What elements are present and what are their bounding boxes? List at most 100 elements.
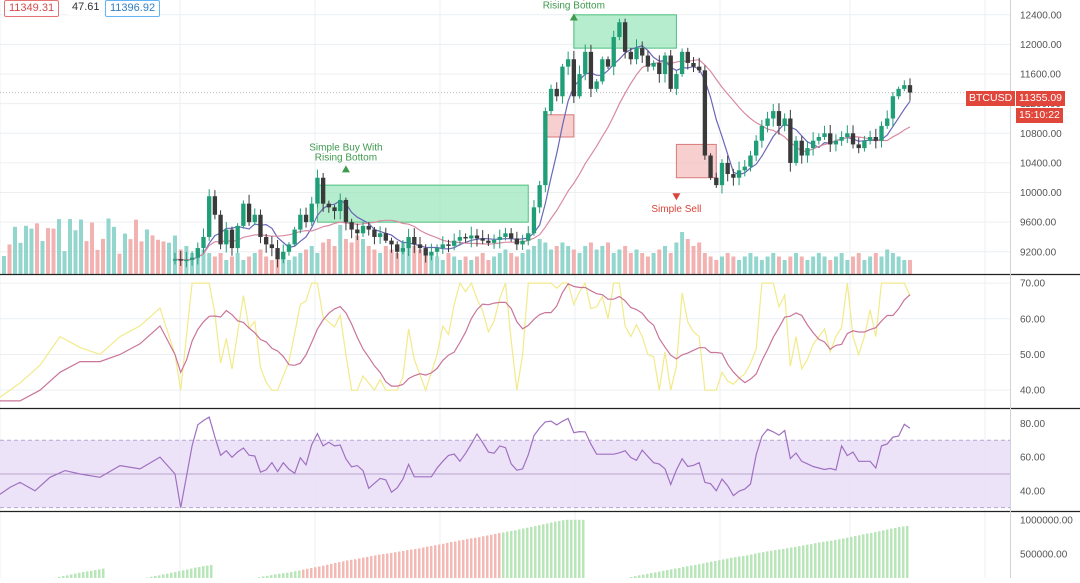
cumulative-volume-bar <box>390 553 393 578</box>
candle-body <box>532 207 536 233</box>
candle-body <box>788 118 792 162</box>
candle-body <box>241 204 245 226</box>
cumulative-volume-bar <box>758 553 761 578</box>
candle-body <box>367 226 371 230</box>
volume-bar <box>902 260 906 274</box>
volume-bar <box>862 260 866 274</box>
candle-body <box>629 52 633 59</box>
volume-bar <box>549 250 553 275</box>
volume-bar <box>452 257 456 275</box>
volume-bar <box>731 257 735 275</box>
cumulative-volume-bar <box>818 543 821 578</box>
candle-body <box>817 137 821 141</box>
cumulative-volume-bar <box>906 526 909 578</box>
cumulative-volume-bar <box>274 574 277 578</box>
candle-body <box>224 230 228 245</box>
volume-bar <box>310 246 314 274</box>
candle-body <box>475 235 479 238</box>
volume-bar <box>823 257 827 275</box>
rsi-panel <box>0 417 1010 508</box>
cumulative-volume-bar <box>694 565 697 578</box>
candle-body <box>412 237 416 244</box>
cumulative-volume-tick-label: 500000.00 <box>1020 549 1068 560</box>
candle-body <box>748 156 752 167</box>
volume-bar <box>754 257 758 275</box>
volume-bar <box>361 239 365 274</box>
volume-bar <box>241 260 245 274</box>
candle-body <box>230 230 234 249</box>
cumulative-volume-bar <box>870 533 873 578</box>
cumulative-volume-bar <box>562 520 565 578</box>
oscillator-fast-line <box>0 283 910 397</box>
cumulative-volume-bar <box>378 555 381 578</box>
candle-body <box>839 137 843 141</box>
signal-zones <box>317 15 716 222</box>
volume-bar <box>481 253 485 274</box>
cumulative-volume-bar <box>850 537 853 578</box>
cumulative-volume-bar <box>770 551 773 578</box>
candle-body <box>179 259 183 260</box>
volume-bar <box>162 241 166 274</box>
candle-body <box>555 89 559 96</box>
candle-body <box>777 111 781 126</box>
cumulative-volume-bar <box>386 553 389 578</box>
candle-body <box>258 215 262 237</box>
volume-bar <box>555 246 559 274</box>
volume-bar <box>327 239 331 274</box>
candle-body <box>583 52 587 74</box>
volume-bar <box>101 239 105 274</box>
cumulative-volume-bar <box>438 545 441 578</box>
volume-bar <box>321 243 325 275</box>
cumulative-volume-bar <box>278 574 281 578</box>
cumulative-volume-bar <box>498 533 501 578</box>
volume-bar <box>35 223 39 274</box>
cumulative-volume-bar <box>534 526 537 578</box>
candle-body <box>868 137 872 141</box>
symbol-tag[interactable]: BTCUSD <box>966 91 1015 106</box>
candle-body <box>737 170 741 177</box>
candle-body <box>486 241 490 243</box>
cumulative-volume-bar <box>686 566 689 578</box>
cumulative-volume-bar <box>478 537 481 578</box>
cumulative-volume-bar <box>578 520 581 578</box>
candle-body <box>384 233 388 240</box>
candle-body <box>372 230 376 237</box>
volume-bar <box>595 250 599 275</box>
candle-body <box>782 118 786 125</box>
candle-body <box>236 226 240 248</box>
volume-bar <box>805 260 809 274</box>
candle-body <box>327 204 331 208</box>
volume-bar <box>63 251 67 274</box>
cumulative-volume-bar <box>402 551 405 578</box>
cumulative-volume-bar <box>182 570 185 578</box>
cumulative-volume-bar <box>178 571 181 578</box>
candle-body <box>315 178 319 204</box>
candle-body <box>657 63 661 74</box>
cumulative-volume-bar <box>846 538 849 578</box>
volume-bar <box>880 257 884 275</box>
candle-body <box>623 22 627 52</box>
rsi-tick-label: 60.00 <box>1020 453 1045 464</box>
ohlc-value-c: 11396.92 <box>105 0 160 17</box>
cumulative-volume-bar <box>326 565 329 578</box>
cumulative-volume-bar <box>430 546 433 578</box>
cumulative-volume-bar <box>666 570 669 578</box>
cumulative-volume-bar <box>78 573 81 578</box>
candle-body <box>765 118 769 125</box>
price-tick-label: 10400.00 <box>1020 158 1062 169</box>
volume-bar <box>663 246 667 274</box>
candle-body <box>418 244 422 248</box>
cumulative-volume-bar <box>454 541 457 578</box>
cumulative-volume-bar <box>202 566 205 578</box>
price-tick-label: 10000.00 <box>1020 188 1062 199</box>
volume-bar <box>669 253 673 274</box>
volume-bar <box>720 257 724 275</box>
volume-bar <box>874 253 878 274</box>
cumulative-volume-bar <box>714 561 717 578</box>
volume-bar <box>748 253 752 274</box>
cumulative-volume-bar <box>514 530 517 578</box>
candle-body <box>560 67 564 97</box>
volume-bar <box>680 232 684 274</box>
